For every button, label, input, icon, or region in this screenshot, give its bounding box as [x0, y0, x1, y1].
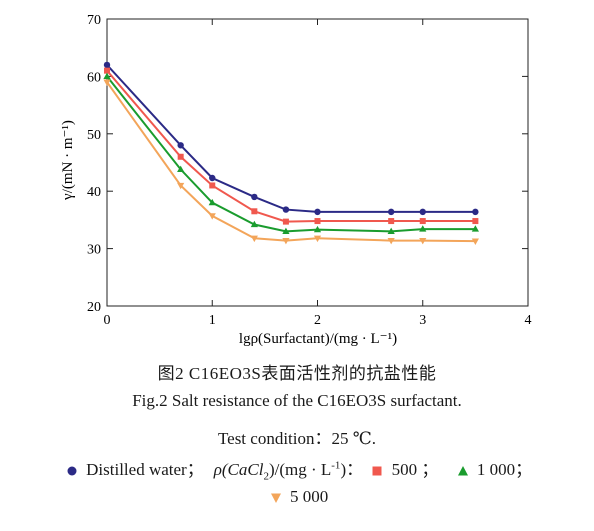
data-point	[250, 235, 258, 243]
y-tick-label: 60	[87, 70, 101, 85]
legend-rho-label: ρ(CaCl2)/(mg · L-1)：	[213, 459, 364, 483]
data-point	[419, 237, 427, 245]
data-point	[313, 225, 322, 233]
series-line-2	[106, 75, 476, 233]
plot-frame	[106, 18, 529, 307]
x-axis-label: lgρ(Surfactant)/(mg · L⁻¹)	[239, 331, 397, 347]
data-point	[471, 238, 479, 245]
data-point	[177, 142, 184, 149]
data-point	[282, 227, 290, 234]
legend-rho-end: )：	[340, 460, 364, 479]
data-point	[388, 218, 395, 225]
legend-row-2: 5 000	[0, 487, 594, 507]
data-point	[208, 198, 216, 206]
legend-label-5000: 5 000	[290, 487, 329, 506]
data-point	[472, 208, 479, 216]
chart: 0 1 2 3 4 20 30 40 50 60 70 γ/(mN · m⁻¹) lgρ(Surfa…	[60, 13, 532, 347]
x-tick-label: 1	[209, 313, 216, 328]
data-point	[314, 218, 321, 225]
data-point	[472, 218, 479, 225]
y-tick-label: 70	[87, 13, 101, 28]
legend-label-500: 500 ；	[391, 460, 439, 479]
legend-rho-unit: )/(mg · L	[268, 460, 332, 479]
x-tick-label: 0	[104, 313, 111, 328]
y-tick-label: 50	[87, 128, 101, 143]
y-tick-label: 30	[87, 243, 101, 258]
data-point	[209, 174, 216, 182]
caption-english: Fig.2 Salt resistance of the C16EO3S sur…	[132, 391, 462, 410]
data-point	[471, 225, 479, 232]
data-point	[177, 165, 185, 172]
data-point	[177, 182, 185, 190]
data-point	[209, 182, 216, 189]
legend-rho-sub: 2	[263, 470, 269, 483]
data-point	[103, 61, 111, 69]
legend-triangle-down-icon	[270, 493, 281, 504]
data-point	[177, 153, 184, 160]
axes: 0 1 2 3 4 20 30 40 50 60 70	[87, 13, 532, 328]
data-point	[208, 213, 216, 220]
caption-chinese: 图2 C16EO3S表面活性剂的抗盐性能	[157, 364, 437, 383]
legend-triangle-icon	[457, 466, 468, 476]
legend-circle-icon	[67, 466, 77, 476]
legend-label-distilled: Distilled water；	[86, 460, 204, 479]
data-point	[282, 218, 289, 225]
series-group	[103, 61, 479, 245]
x-tick-label: 3	[419, 313, 426, 328]
series-line-3	[106, 81, 476, 243]
data-point	[282, 237, 290, 245]
legend-label-1000: 1 000；	[476, 460, 533, 479]
data-point	[103, 79, 111, 86]
data-point	[313, 235, 322, 243]
data-point	[314, 208, 321, 216]
legend: Distilled water； ρ(CaCl2)/(mg · L-1)： 500…	[0, 455, 594, 482]
data-point	[104, 67, 110, 74]
data-point	[250, 220, 258, 228]
legend-rho-sup: -1	[331, 459, 341, 472]
data-point	[419, 225, 427, 232]
legend-rho: ρ(CaCl	[213, 460, 264, 479]
data-point	[387, 208, 395, 216]
x-tick-label: 4	[525, 313, 532, 328]
data-point	[103, 72, 111, 79]
y-tick-label: 40	[87, 185, 101, 200]
data-point	[251, 193, 258, 201]
legend-square-icon	[372, 466, 382, 476]
data-point	[419, 208, 426, 216]
series-line-0	[106, 64, 476, 213]
data-point	[387, 237, 395, 245]
test-condition: Test condition：25 ℃.	[217, 429, 377, 448]
data-point	[387, 227, 395, 234]
x-tick-label: 2	[314, 313, 321, 328]
data-point	[251, 208, 258, 215]
data-point	[419, 218, 426, 225]
y-tick-label: 20	[87, 300, 101, 315]
y-axis-label: γ/(mN · m⁻¹)	[60, 120, 76, 201]
data-point	[282, 206, 290, 213]
